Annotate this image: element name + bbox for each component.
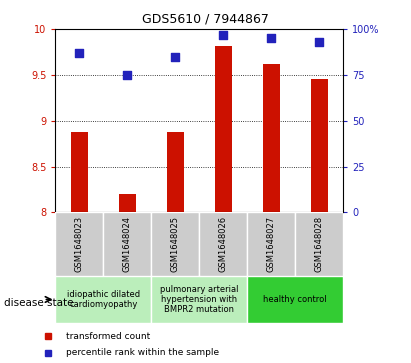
Text: GSM1648024: GSM1648024 [123,216,132,272]
Text: GSM1648023: GSM1648023 [75,216,84,272]
Bar [55,212,104,276]
Point [172,54,179,60]
Bar [311,79,328,212]
Text: disease state: disease state [4,298,74,308]
Bar [247,212,295,276]
Text: GSM1648028: GSM1648028 [315,216,324,272]
Bar [71,132,88,212]
Bar [167,132,184,212]
Text: idiopathic dilated
cardiomyopathy: idiopathic dilated cardiomyopathy [67,290,140,309]
Point [76,50,83,56]
Bar [55,276,151,323]
Bar [199,212,247,276]
Bar [247,276,343,323]
Point [220,32,226,37]
Bar [295,212,343,276]
Text: pulmonary arterial
hypertension with
BMPR2 mutation: pulmonary arterial hypertension with BMP… [160,285,238,314]
Text: GSM1648027: GSM1648027 [267,216,276,272]
Text: GDS5610 / 7944867: GDS5610 / 7944867 [142,13,269,26]
Bar [151,212,199,276]
Bar [104,212,151,276]
Text: transformed count: transformed count [67,332,151,341]
Text: GSM1648026: GSM1648026 [219,216,228,272]
Bar [151,276,247,323]
Text: healthy control: healthy control [263,295,327,304]
Bar [263,64,279,212]
Point [316,39,323,45]
Text: percentile rank within the sample: percentile rank within the sample [67,348,219,357]
Text: GSM1648025: GSM1648025 [171,216,180,272]
Point [124,72,131,78]
Point [268,35,275,41]
Bar [119,194,136,212]
Bar [215,45,232,212]
